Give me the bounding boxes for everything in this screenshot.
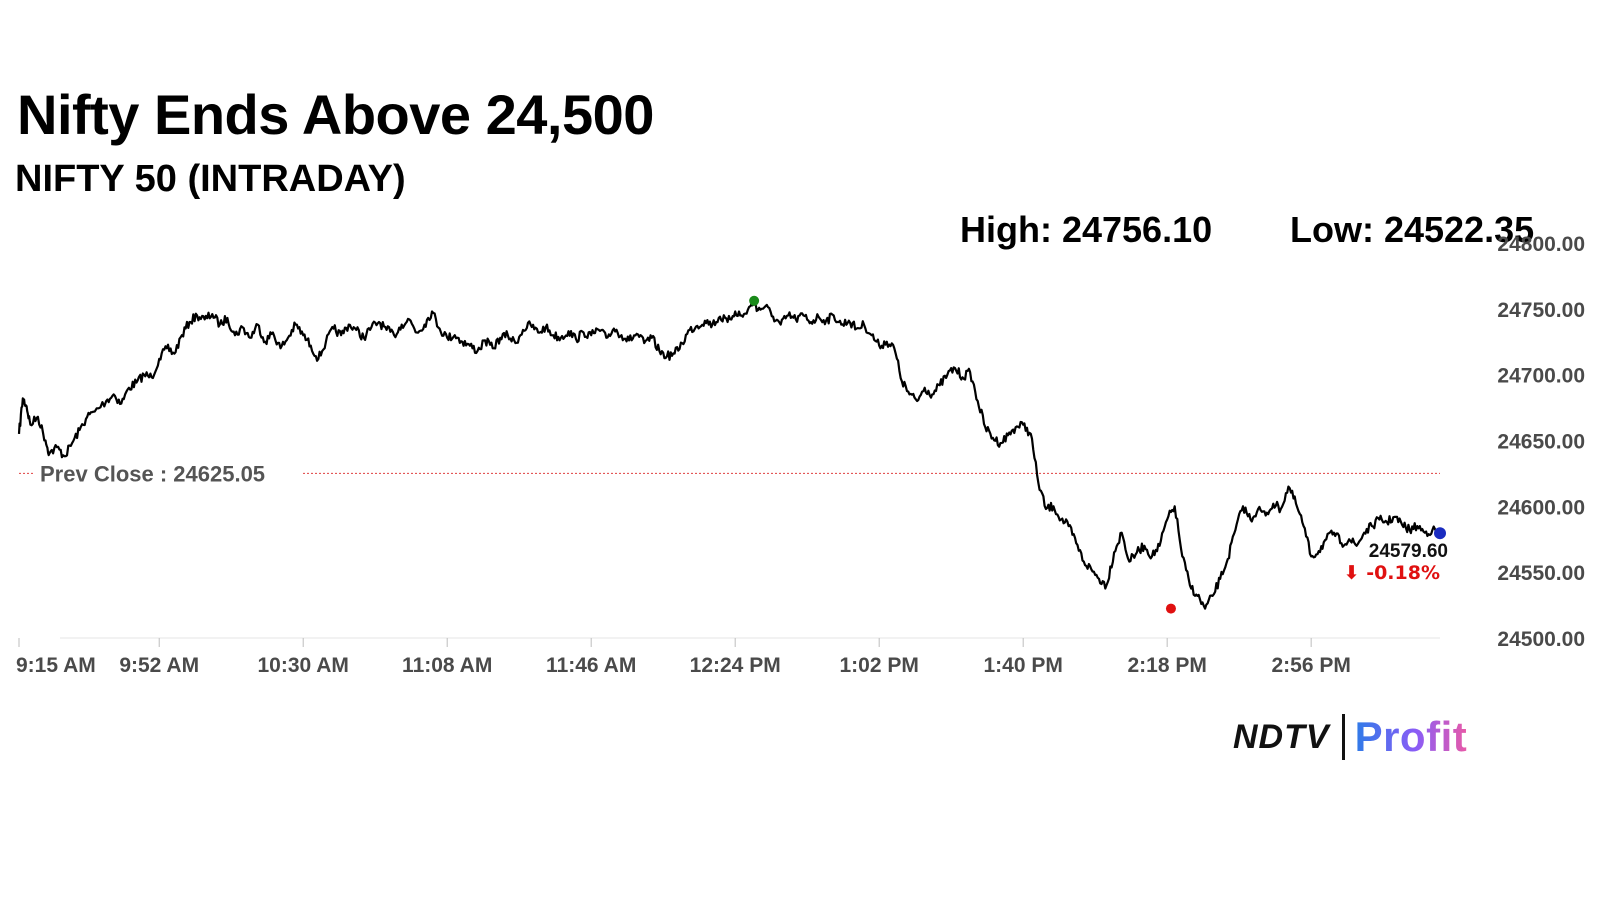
x-tick-label: 2:18 PM (1127, 654, 1206, 677)
prev-close-group: Prev Close : 24625.05 (19, 461, 1440, 486)
price-line (17, 298, 1442, 610)
logo-ndtv-text: NDTV (1233, 717, 1330, 756)
y-tick-label: 24650.00 (1497, 431, 1585, 454)
ndtv-profit-logo: NDTV Profit (1233, 712, 1467, 762)
last-price-label: 24579.60 (1369, 541, 1448, 562)
change-percent-label: ⬇ -0.18% (1344, 562, 1440, 584)
y-tick-label: 24500.00 (1497, 628, 1585, 651)
x-tick-label: 9:52 AM (119, 654, 199, 677)
x-tick-label: 9:15 AM (16, 654, 96, 677)
x-tick-label: 1:02 PM (839, 654, 918, 677)
x-tick-label: 2:56 PM (1271, 654, 1350, 677)
logo-divider (1341, 714, 1345, 760)
chart-title: Nifty Ends Above 24,500 (17, 83, 654, 146)
logo-profit-text: Profit (1354, 713, 1468, 760)
day-low-marker (1165, 603, 1176, 614)
prev-close-label: Prev Close : 24625.05 (40, 461, 265, 486)
day-high-label: High: 24756.10 (960, 209, 1213, 250)
y-tick-label: 24600.00 (1497, 496, 1585, 519)
series-group (17, 298, 1442, 610)
y-axis: 24500.00 24550.00 24600.00 24650.00 24700.00… (1497, 233, 1585, 651)
x-tick-label: 1:40 PM (983, 654, 1062, 677)
y-tick-label: 24700.00 (1497, 365, 1585, 388)
y-tick-label: 24800.00 (1497, 233, 1585, 256)
x-tick-label: 11:46 AM (546, 654, 636, 677)
x-tick-label: 10:30 AM (257, 654, 348, 677)
chart-subtitle: NIFTY 50 (INTRADAY) (15, 158, 406, 200)
x-axis: 9:15 AM 9:52 AM 10:30 AM 11:08 AM 11:46 AM 12… (16, 637, 1440, 677)
x-tick-label: 11:08 AM (402, 654, 492, 677)
y-tick-label: 24550.00 (1497, 562, 1585, 585)
y-tick-label: 24750.00 (1497, 299, 1585, 322)
x-tick-label: 12:24 PM (690, 654, 781, 677)
last-price-marker (1434, 527, 1446, 540)
day-low-label: Low: 24522.35 (1290, 209, 1535, 250)
markers-group: 24579.60⬇ -0.18% (749, 295, 1448, 614)
day-high-marker (749, 295, 760, 306)
